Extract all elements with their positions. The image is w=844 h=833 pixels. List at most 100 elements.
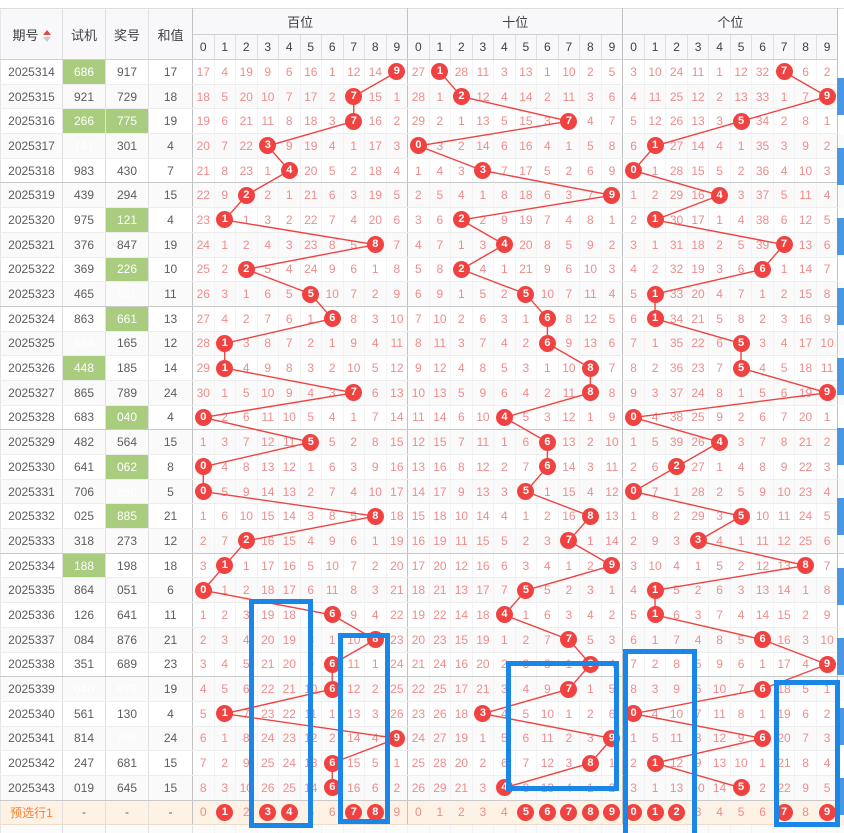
hit-cell: 0: [192, 577, 215, 604]
miss-cell: 4: [429, 158, 452, 184]
miss-cell: 22: [257, 676, 279, 702]
hit-cell: 4: [708, 182, 731, 209]
number-ball: 5: [732, 359, 750, 377]
sort-icon[interactable]: [42, 30, 51, 43]
hit-cell: 6: [536, 306, 559, 332]
miss-cell: 4: [816, 479, 839, 505]
miss-cell: 1: [794, 577, 817, 604]
period-cell: 2025317: [0, 133, 63, 159]
miss-cell: 5: [214, 676, 236, 702]
test-cell: 318: [62, 528, 106, 554]
table-row: 2025317 747 301 4 20 7 22 3 9 19 4 1 17 3 0 3 2 14 6 16 4 1 5 8…: [0, 133, 844, 159]
miss-cell: 6: [773, 207, 796, 233]
prize-cell: 551: [105, 281, 149, 307]
miss-cell: 2: [214, 750, 236, 776]
hit-cell: 7: [343, 84, 365, 110]
hit-cell: 6: [321, 652, 344, 678]
miss-cell: 4: [515, 676, 538, 702]
miss-cell: 2: [644, 652, 667, 678]
miss-cell: 12: [407, 429, 430, 455]
digit-header: 7: [343, 34, 365, 60]
miss-cell: 8: [278, 108, 301, 135]
number-ball: 9: [818, 88, 836, 106]
clipped-cell: [0, 824, 63, 833]
period-cell: 2025316: [0, 108, 63, 135]
period-cell: 2025318: [0, 158, 63, 184]
preselect-digit-cell: 6: [751, 800, 774, 826]
filler-cell: [837, 355, 844, 381]
digit-header: 2: [665, 34, 688, 60]
miss-cell: 22: [235, 133, 258, 159]
prize-cell: 847: [105, 232, 149, 258]
test-cell: 921: [62, 84, 106, 110]
miss-cell: 25: [257, 750, 279, 776]
miss-cell: 5: [300, 405, 322, 431]
col-header-period[interactable]: 期号: [0, 8, 63, 60]
miss-cell: 8: [278, 355, 301, 381]
miss-cell: 1: [579, 775, 602, 801]
sum-cell: 7: [148, 158, 193, 184]
miss-cell: 4: [708, 281, 731, 307]
miss-cell: 2: [773, 281, 796, 307]
miss-cell: 12: [730, 59, 753, 85]
miss-cell: 3: [794, 627, 817, 653]
miss-cell: 6: [450, 405, 473, 431]
miss-cell: 6: [235, 676, 258, 702]
miss-cell: 1: [601, 207, 624, 233]
miss-cell: 8: [429, 257, 452, 283]
miss-cell: 13: [472, 108, 495, 135]
filler-cell: [837, 553, 844, 578]
miss-cell: 13: [687, 108, 710, 135]
hit-cell: 8: [579, 652, 602, 678]
clipped-cell: [773, 824, 796, 833]
miss-cell: 13: [257, 454, 279, 480]
miss-cell: 4: [794, 652, 817, 678]
miss-cell: 8: [622, 676, 645, 702]
miss-cell: 2: [386, 108, 409, 135]
miss-cell: 9: [665, 676, 688, 702]
miss-cell: 11: [300, 701, 322, 727]
miss-cell: 8: [450, 454, 473, 480]
preselect-hit-cell: 4: [278, 800, 301, 826]
miss-cell: 4: [751, 355, 774, 381]
hit-cell: 0: [192, 405, 215, 431]
miss-cell: 8: [708, 380, 731, 406]
miss-cell: 1: [708, 454, 731, 480]
table-row: 2025322 369 226 10 25 2 2 5 4 24 9 6 1 8 5 8 2 4 1 21 9 6 10 3 4…: [0, 257, 844, 283]
miss-cell: 5: [601, 59, 624, 85]
miss-cell: 14: [429, 405, 452, 431]
miss-cell: 19: [687, 257, 710, 283]
table-row: 2025335 864 051 6 0 1 2 18 17 6 11 8 3 21 18 21 13 17 7 5 5 2…: [0, 577, 844, 604]
miss-cell: 17: [407, 553, 430, 579]
miss-cell: 18: [386, 503, 409, 530]
miss-cell: 6: [493, 380, 516, 406]
number-ball: 0: [194, 581, 212, 599]
miss-cell: 9: [235, 750, 258, 776]
number-ball: 7: [560, 112, 578, 130]
miss-cell: 3: [622, 59, 645, 85]
miss-cell: 2: [558, 726, 581, 752]
miss-cell: 5: [214, 84, 236, 110]
miss-cell: 2: [364, 553, 387, 579]
miss-cell: 1: [536, 479, 559, 505]
miss-cell: 4: [816, 182, 839, 209]
period-cell: 2025333: [0, 528, 63, 554]
miss-cell: 9: [536, 676, 559, 702]
miss-cell: 7: [794, 726, 817, 752]
miss-cell: 39: [665, 429, 688, 455]
preselect-digit-cell: 3: [472, 800, 495, 826]
hit-cell: 5: [300, 281, 322, 307]
miss-cell: 9: [321, 528, 344, 554]
hit-cell: 8: [579, 380, 602, 406]
miss-cell: 4: [214, 454, 236, 480]
number-ball: 1: [646, 285, 664, 303]
hit-cell: 0: [192, 454, 215, 480]
miss-cell: 9: [601, 158, 624, 184]
miss-cell: 2: [214, 602, 236, 628]
miss-cell: 23: [192, 207, 215, 233]
miss-cell: 28: [687, 479, 710, 505]
hit-cell: 8: [364, 232, 387, 258]
miss-cell: 21: [773, 750, 796, 776]
clipped-row: [0, 824, 844, 833]
